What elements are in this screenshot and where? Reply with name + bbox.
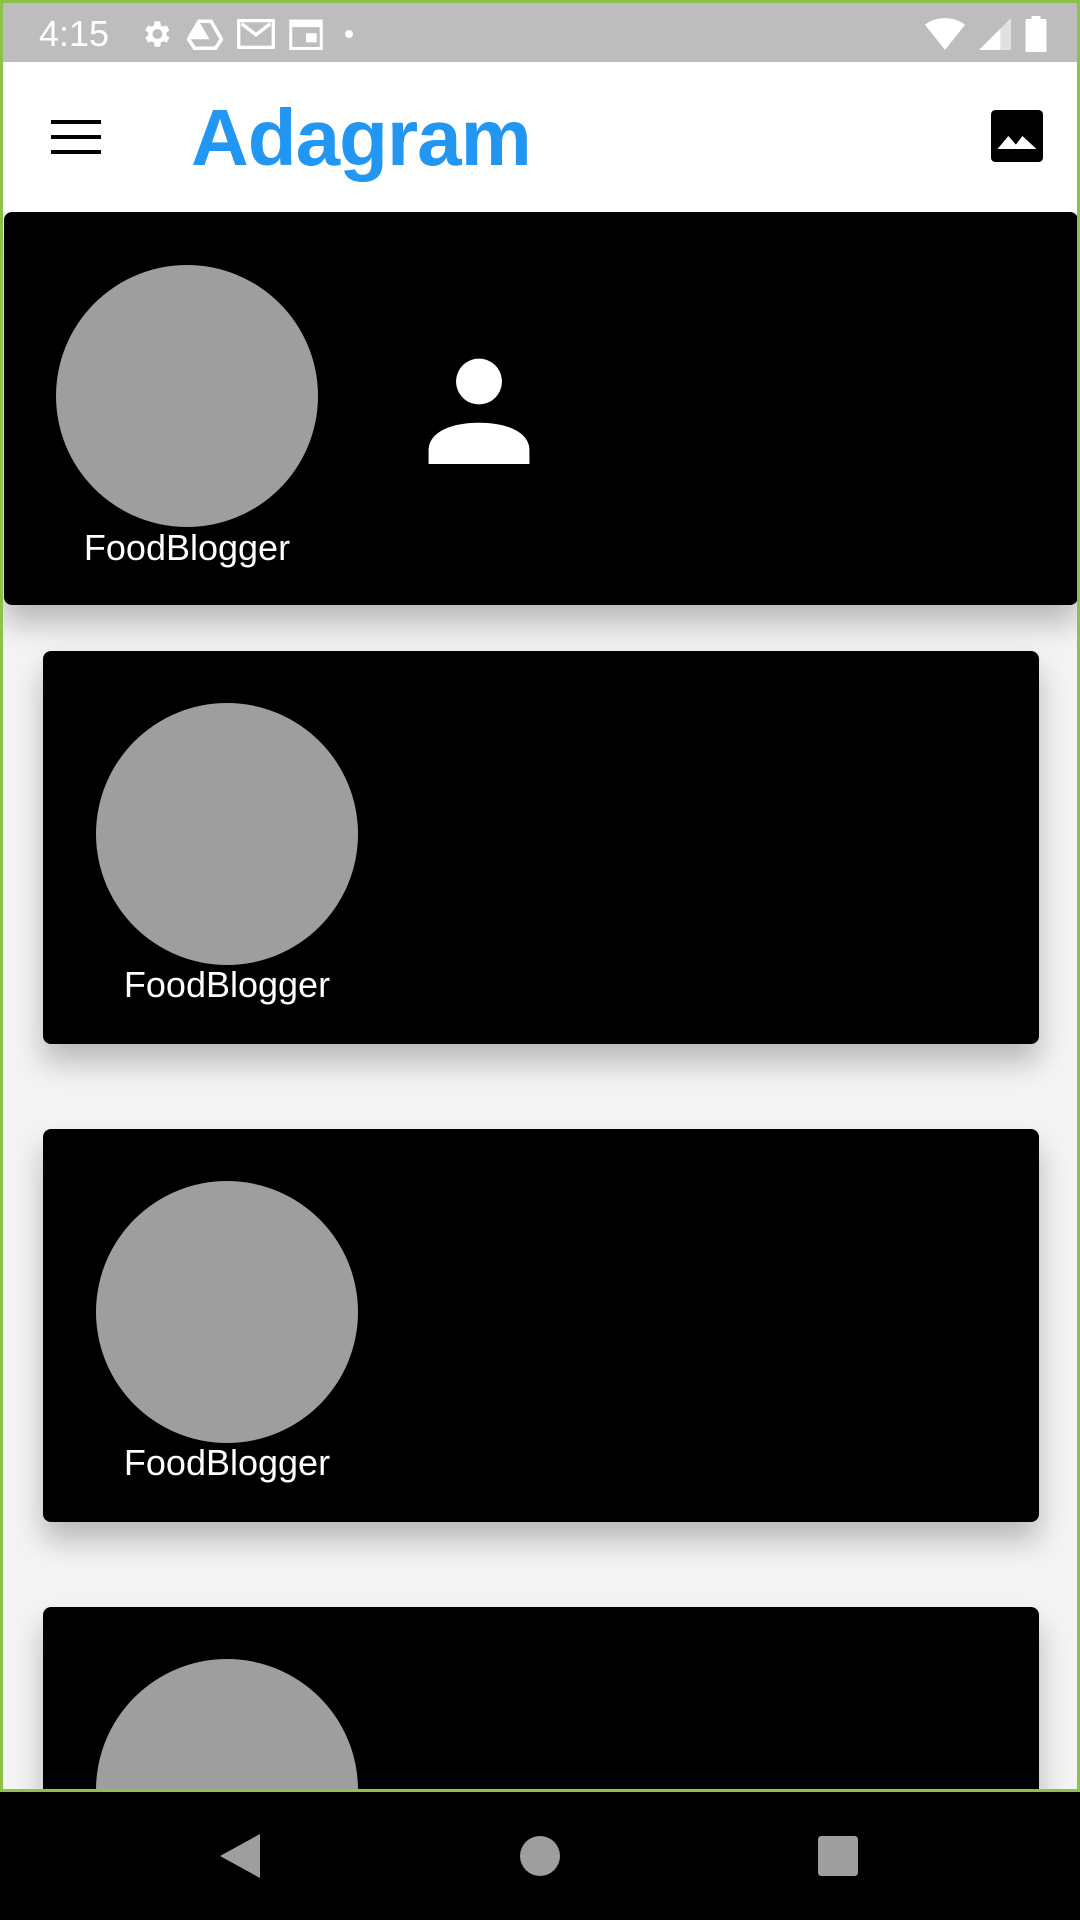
avatar[interactable] (96, 1659, 358, 1789)
app-bar: Adagram (0, 62, 1080, 212)
recents-icon (818, 1836, 858, 1876)
gmail-icon (237, 19, 275, 49)
wifi-icon (925, 18, 965, 50)
avatar[interactable] (96, 1181, 358, 1443)
image-button[interactable] (991, 110, 1047, 166)
post-username[interactable]: FoodBlogger (123, 964, 331, 1005)
calendar-icon (289, 19, 323, 50)
person-icon (428, 358, 530, 464)
back-icon (220, 1834, 260, 1878)
post-username[interactable]: FoodBlogger (83, 527, 291, 568)
post-card[interactable]: FoodBlogger (4, 212, 1077, 605)
menu-button[interactable] (43, 107, 109, 167)
image-icon (991, 110, 1043, 162)
feed[interactable]: FoodBlogger FoodBlogger FoodBlogger Food… (0, 212, 1080, 1792)
post-card[interactable]: FoodBlogger (43, 1607, 1039, 1789)
gear-icon (145, 21, 170, 47)
avatar[interactable] (56, 265, 318, 527)
post-username[interactable]: FoodBlogger (123, 1442, 331, 1483)
status-time: 4:15 (39, 13, 110, 54)
back-button[interactable] (210, 1826, 270, 1886)
notification-icons (139, 15, 361, 53)
battery-icon (1025, 16, 1047, 52)
system-icons (925, 15, 1047, 53)
home-icon (520, 1836, 560, 1876)
menu-icon (51, 120, 101, 154)
navigation-bar (0, 1792, 1080, 1920)
status-bar: 4:15 (0, 0, 1080, 62)
signal-icon (979, 18, 1011, 50)
avatar[interactable] (96, 703, 358, 965)
drive-icon (187, 19, 223, 50)
post-card[interactable]: FoodBlogger (43, 651, 1039, 1044)
dot-icon (345, 30, 353, 38)
recents-button[interactable] (808, 1826, 868, 1886)
app-title: Adagram (191, 93, 532, 182)
post-card[interactable]: FoodBlogger (43, 1129, 1039, 1522)
home-button[interactable] (510, 1826, 570, 1886)
